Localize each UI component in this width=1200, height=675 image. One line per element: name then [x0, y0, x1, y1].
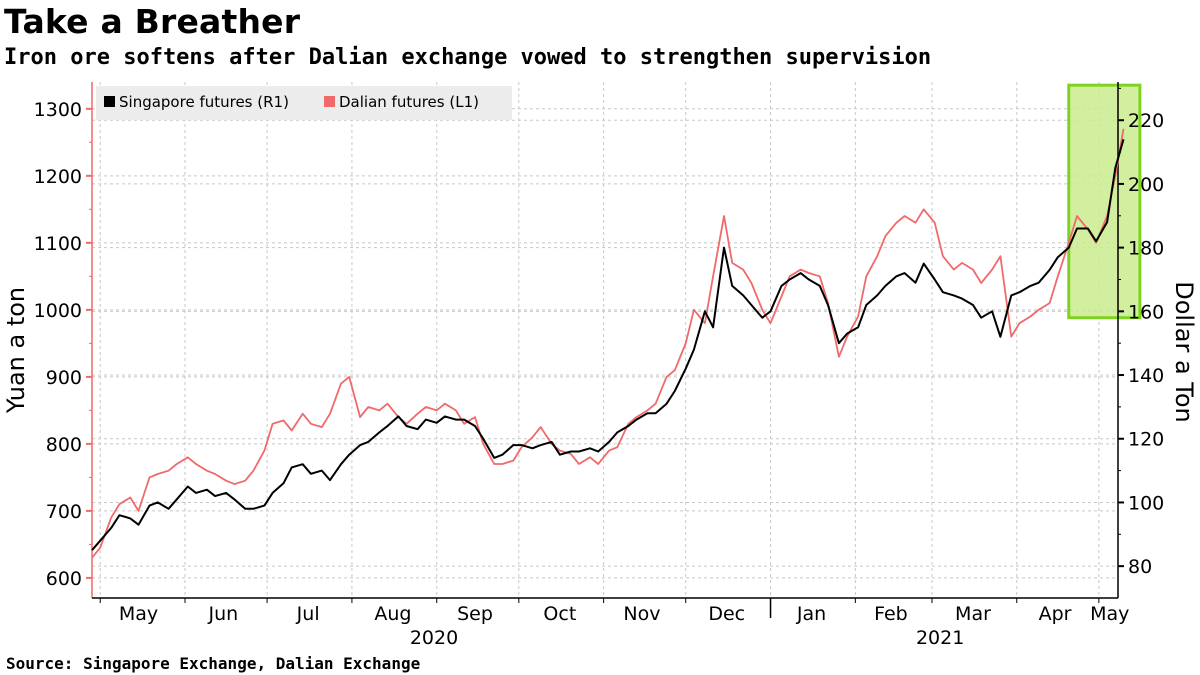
dalian-series-line [91, 128, 1125, 559]
grid-lines [92, 82, 1118, 598]
x-tick-label: Jul [296, 603, 320, 625]
x-tick-label: Feb [874, 603, 908, 625]
chart-title: Take a Breather [4, 2, 301, 41]
right-tick-label: 80 [1128, 556, 1152, 578]
right-axis-title: Dollar a Ton [1170, 281, 1198, 423]
x-tick-label: Nov [623, 603, 660, 625]
x-tick-label: May [119, 603, 158, 625]
x-tick-label: Oct [543, 603, 576, 625]
source-note: Source: Singapore Exchange, Dalian Excha… [6, 654, 421, 673]
x-tick-label: Apr [1039, 603, 1072, 625]
series-lines [91, 128, 1125, 559]
highlight-box [1067, 83, 1142, 320]
left-tick-label: 1300 [34, 99, 82, 121]
year-label: 2021 [916, 627, 964, 649]
right-tick-label: 140 [1128, 365, 1164, 387]
x-tick-label: May [1090, 603, 1129, 625]
right-tick-label: 160 [1128, 301, 1164, 323]
right-tick-label: 220 [1128, 110, 1164, 132]
x-tick-label: Jan [796, 603, 826, 625]
left-tick-label: 1000 [34, 300, 82, 322]
legend-swatch-singapore [104, 96, 115, 107]
x-tick-label: Sep [457, 603, 493, 625]
x-tick-label: Jun [207, 603, 238, 625]
x-tick-label: Dec [708, 603, 745, 625]
axes: 600 700 800 900 1000 1100 1200 1300 80 100 120 140 1… [2, 82, 1198, 649]
left-tick-label: 600 [46, 568, 82, 590]
right-tick-label: 100 [1128, 492, 1164, 514]
left-axis-title: Yuan a ton [2, 287, 30, 414]
x-tick-label: Mar [955, 603, 991, 625]
right-tick-label: 200 [1128, 174, 1164, 196]
left-tick-label: 1100 [34, 233, 82, 255]
year-label: 2020 [410, 627, 458, 649]
legend-label-dalian: Dalian futures (L1) [339, 93, 479, 111]
chart-subtitle: Iron ore softens after Dalian exchange v… [4, 45, 932, 70]
legend-background [96, 86, 512, 120]
right-tick-label: 180 [1128, 238, 1164, 260]
legend: Singapore futures (R1) Dalian futures (L1… [96, 86, 512, 120]
right-tick-label: 120 [1128, 429, 1164, 451]
left-tick-label: 700 [46, 501, 82, 523]
left-tick-label: 900 [46, 367, 82, 389]
legend-swatch-dalian [324, 96, 335, 107]
singapore-series-line [91, 139, 1125, 551]
left-tick-label: 1200 [34, 166, 82, 188]
left-tick-label: 800 [46, 434, 82, 456]
legend-label-singapore: Singapore futures (R1) [119, 93, 289, 111]
x-tick-label: Aug [374, 603, 411, 625]
